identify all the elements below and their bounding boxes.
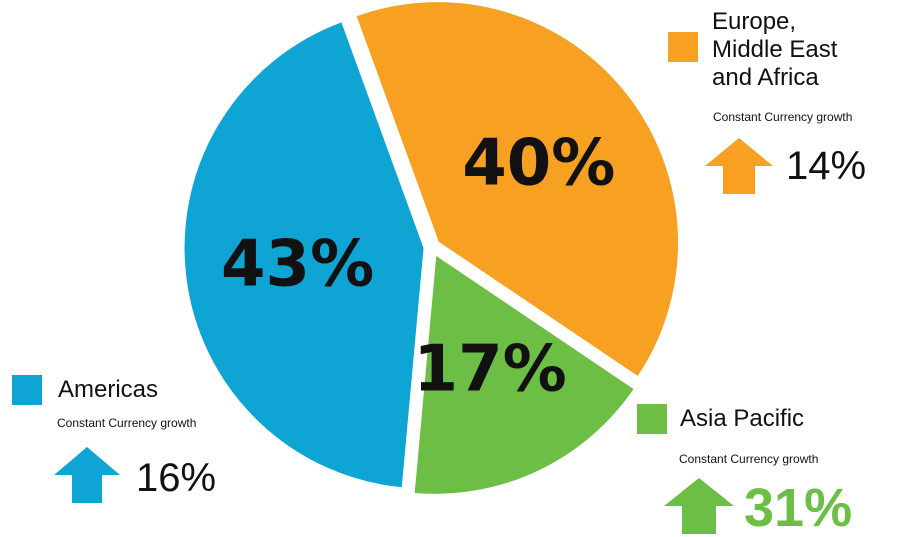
emea-growth-subtitle: Constant Currency growth bbox=[713, 110, 853, 124]
pie-slice-labels: 40% 17% 43% bbox=[221, 127, 615, 407]
americas-legend-swatch bbox=[12, 375, 42, 405]
americas-legend-label: Americas bbox=[58, 376, 159, 403]
up-arrow-icon bbox=[54, 447, 120, 503]
emea-growth-value: 14% bbox=[786, 144, 867, 188]
pie-slice-percent-label: 40% bbox=[462, 127, 615, 201]
pie-slice-percent-label: 43% bbox=[221, 227, 374, 301]
apac-growth-value: 31% bbox=[744, 478, 853, 537]
emea-legend-label: Europe, Middle East and Africa bbox=[712, 8, 837, 92]
emea-legend-line-1: Europe, bbox=[712, 8, 797, 35]
emea-legend-line-3: and Africa bbox=[712, 64, 819, 91]
pie-slice bbox=[181, 18, 427, 491]
pie-slice bbox=[352, 0, 682, 381]
apac-legend-swatch bbox=[637, 404, 667, 434]
emea-legend-line-2: Middle East bbox=[712, 36, 838, 63]
apac-legend-label: Asia Pacific bbox=[680, 405, 805, 432]
up-arrow-icon bbox=[664, 478, 734, 534]
up-arrow-icon bbox=[705, 138, 773, 194]
apac-growth-subtitle: Constant Currency growth bbox=[679, 452, 819, 466]
americas-growth-value: 16% bbox=[136, 456, 217, 500]
pie-slices bbox=[181, 0, 682, 497]
emea-legend-swatch bbox=[668, 32, 698, 62]
pie-slice-percent-label: 17% bbox=[414, 332, 567, 406]
americas-growth-subtitle: Constant Currency growth bbox=[57, 416, 197, 430]
pie-slice bbox=[411, 250, 638, 497]
